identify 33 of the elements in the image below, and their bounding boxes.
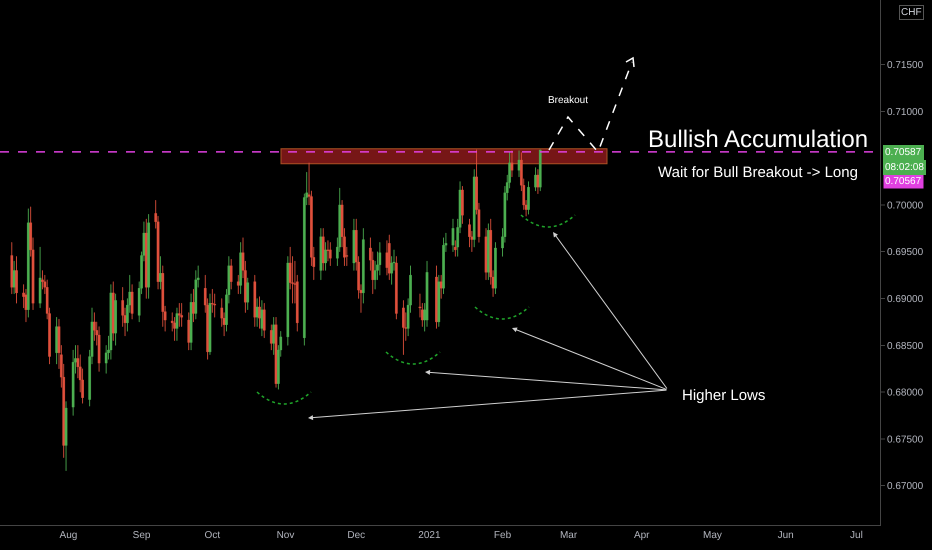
x-tick-label: Jun: [778, 530, 794, 541]
candlestick: [180, 303, 183, 327]
x-tick-label: Apr: [634, 530, 650, 541]
x-tick-label: Oct: [204, 530, 220, 541]
text: CHF: [901, 7, 922, 18]
x-tick-label: Dec: [347, 530, 366, 541]
annotation: Bullish Accumulation: [648, 126, 868, 153]
y-tick-label: 0.70000: [887, 200, 924, 212]
candlestick: [178, 303, 181, 327]
annotation: Higher Lows: [682, 387, 766, 404]
y-tick-label: 0.69000: [887, 294, 924, 306]
ref-line-label: 0.70567: [885, 176, 922, 187]
x-tick-label: Sep: [132, 530, 151, 541]
y-tick-label: 0.68000: [887, 388, 924, 399]
text: 08:02:08: [885, 162, 924, 173]
y-tick-label: 0.67000: [887, 481, 924, 492]
y-tick-label: 0.71000: [887, 106, 924, 118]
x-tick-label: Jul: [850, 530, 863, 541]
annotation: Wait for Bull Breakout -> Long: [658, 164, 858, 181]
x-tick-label: May: [703, 530, 722, 541]
y-tick-label: 0.68500: [887, 340, 924, 352]
x-tick-label: Mar: [560, 530, 578, 541]
x-tick-label: 2021: [418, 530, 441, 541]
annotation: Breakout: [548, 95, 588, 106]
x-tick-label: Nov: [276, 530, 294, 541]
candlestick: [328, 242, 332, 266]
y-tick-label: 0.71500: [887, 60, 924, 72]
candlestick: [454, 240, 457, 257]
y-tick-label: 0.69500: [887, 247, 924, 258]
text: 0.70587: [885, 147, 922, 158]
x-tick-label: Feb: [494, 530, 512, 541]
y-tick-label: 0.67500: [887, 434, 924, 446]
x-tick-label: Aug: [60, 530, 78, 541]
